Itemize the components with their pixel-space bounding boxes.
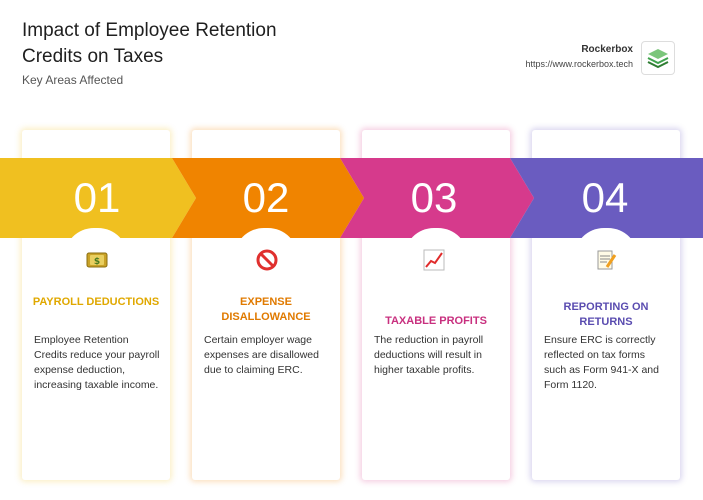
stacked-layers-icon [647,49,669,69]
arrow-band [0,158,703,238]
arrow-segment-3 [340,158,534,238]
card-heading: TAXABLE PROFITS [385,315,487,327]
chart-increasing-icon [422,249,446,271]
memo-icon [594,249,618,271]
brand-block: Rockerbox https://www.rockerbox.tech [525,44,633,69]
card-description: Employee Retention Credits reduce your p… [34,334,160,391]
step-number: 04 [581,174,629,221]
card-heading: REPORTING ON RETURNS [563,301,649,328]
page-title: Impact of Employee Retention Credits on … [22,20,277,67]
brand-logo [641,41,675,75]
arrow-segment-1 [0,158,196,238]
prohibited-icon [255,249,279,271]
svg-text:$: $ [94,257,100,267]
step-number: 01 [73,174,121,221]
card-description: The reduction in payroll deductions will… [374,334,484,376]
card-description: Ensure ERC is correctly reflected on tax… [544,334,659,391]
brand-name: Rockerbox [581,44,633,55]
card-description: Certain employer wage expenses are disal… [204,334,319,376]
step-number: 02 [242,174,290,221]
card-heading: PAYROLL DEDUCTIONS [32,296,160,308]
step-number: 03 [410,174,458,221]
arrow-segment-2 [172,158,364,238]
card-heading: EXPENSE DISALLOWANCE [221,296,311,323]
money-bag-icon: $ [85,249,109,271]
brand-url[interactable]: https://www.rockerbox.tech [525,59,633,69]
page-subtitle: Key Areas Affected [22,73,124,87]
arrow-segment-4 [510,158,703,238]
